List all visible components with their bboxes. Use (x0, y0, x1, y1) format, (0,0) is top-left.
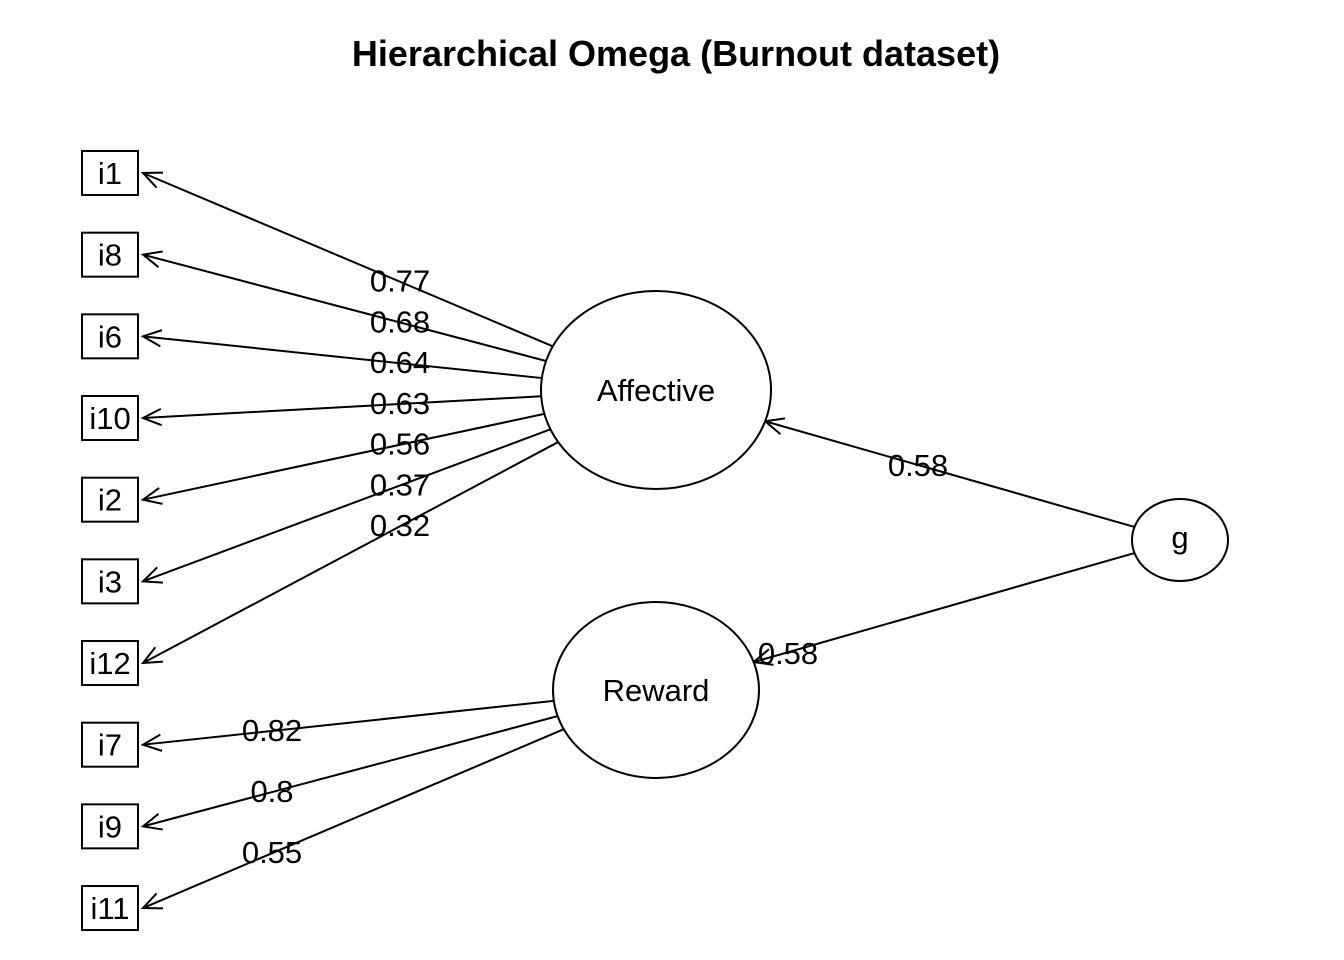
loading-arrow-i2 (140, 412, 545, 505)
item-label-i8: i8 (98, 238, 122, 273)
g-arrow-affective (762, 417, 1135, 528)
loading-arrow-i9 (140, 715, 558, 831)
edges-layer (140, 171, 1135, 910)
item-node-i9: i9 (81, 803, 139, 850)
item-label-i7: i7 (98, 728, 122, 763)
loading-label-i9: 0.8 (250, 774, 293, 809)
item-node-i12: i12 (81, 640, 139, 687)
loading-arrow-i1 (140, 171, 554, 348)
loading-label-i7: 0.82 (242, 713, 302, 748)
general-factor-node: g (1131, 498, 1229, 582)
loading-label-i11: 0.55 (242, 835, 302, 870)
item-node-i10: i10 (81, 395, 139, 442)
loading-arrow-i6 (140, 329, 542, 380)
item-node-i6: i6 (81, 313, 139, 360)
item-label-i12: i12 (89, 646, 130, 681)
item-node-i7: i7 (81, 721, 139, 768)
loading-arrow-i12 (140, 441, 559, 665)
loading-arrow-i3 (140, 428, 551, 584)
g-loading-label-affective: 0.58 (888, 448, 948, 483)
item-node-i11: i11 (81, 885, 139, 932)
loading-arrow-i8 (140, 250, 547, 362)
loading-label-i1: 0.77 (370, 264, 430, 299)
loading-arrow-i10 (140, 395, 542, 427)
nodes-layer: i1 i8 i6 i10 i2 i3 i12 i7 i9 i11 Affective Reward g (81, 150, 1229, 932)
loading-arrow-i11 (140, 728, 565, 910)
loading-label-i3: 0.37 (370, 467, 430, 502)
loading-label-i2: 0.56 (370, 427, 430, 462)
factor-node-reward: Reward (552, 601, 760, 779)
diagram-title: Hierarchical Omega (Burnout dataset) (352, 33, 1000, 74)
loading-arrow-i7 (140, 699, 554, 752)
item-label-i3: i3 (98, 564, 122, 599)
item-label-i10: i10 (89, 401, 130, 436)
factor-label-reward: Reward (603, 673, 710, 708)
item-label-i2: i2 (98, 483, 122, 518)
loading-labels-layer: 0.77 0.68 0.64 0.63 0.56 0.37 0.32 0.82 0.8 0.55 0… (242, 264, 948, 870)
general-factor-label: g (1171, 520, 1188, 555)
item-node-i2: i2 (81, 476, 139, 523)
loading-label-i12: 0.32 (370, 508, 430, 543)
item-label-i9: i9 (98, 809, 122, 844)
item-node-i3: i3 (81, 558, 139, 605)
item-label-i6: i6 (98, 319, 122, 354)
item-label-i11: i11 (90, 891, 129, 926)
loading-label-i6: 0.64 (370, 345, 430, 380)
factor-node-affective: Affective (540, 290, 772, 490)
item-label-i1: i1 (98, 156, 122, 191)
loading-label-i8: 0.68 (370, 304, 430, 339)
g-loading-label-reward: 0.58 (758, 636, 818, 671)
item-node-i8: i8 (81, 231, 139, 278)
factor-label-affective: Affective (597, 373, 715, 408)
item-node-i1: i1 (81, 150, 139, 196)
loading-label-i10: 0.63 (370, 386, 430, 421)
